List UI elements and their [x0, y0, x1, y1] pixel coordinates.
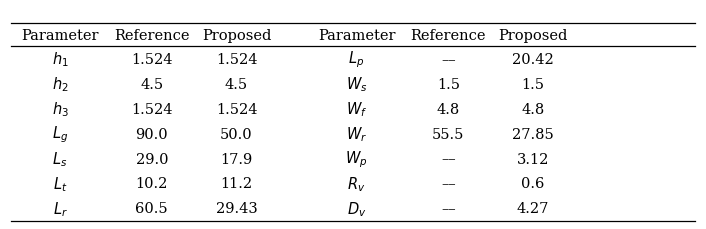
- Text: 10.2: 10.2: [136, 177, 168, 191]
- Text: $W_f$: $W_f$: [346, 100, 367, 118]
- Text: 4.8: 4.8: [437, 102, 460, 116]
- Text: 3.12: 3.12: [517, 152, 549, 166]
- Text: 1.5: 1.5: [437, 77, 460, 91]
- Text: 0.6: 0.6: [521, 177, 545, 191]
- Text: $L_s$: $L_s$: [52, 150, 68, 168]
- Text: 29.43: 29.43: [215, 202, 258, 215]
- Text: 17.9: 17.9: [220, 152, 253, 166]
- Text: ––: ––: [441, 177, 455, 191]
- Text: Proposed: Proposed: [202, 29, 271, 42]
- Text: 4.5: 4.5: [140, 77, 163, 91]
- Text: Proposed: Proposed: [498, 29, 568, 42]
- Text: 4.8: 4.8: [522, 102, 544, 116]
- Text: 20.42: 20.42: [512, 52, 554, 66]
- Text: 27.85: 27.85: [512, 127, 554, 141]
- Text: 1.5: 1.5: [522, 77, 544, 91]
- Text: 50.0: 50.0: [220, 127, 253, 141]
- Text: $D_v$: $D_v$: [347, 199, 366, 218]
- Text: ––: ––: [441, 202, 455, 215]
- Text: 1.524: 1.524: [216, 102, 257, 116]
- Text: ––: ––: [441, 52, 455, 66]
- Text: $W_p$: $W_p$: [345, 149, 368, 169]
- Text: Parameter: Parameter: [21, 29, 99, 42]
- Text: 1.524: 1.524: [131, 102, 172, 116]
- Text: 1.524: 1.524: [131, 52, 172, 66]
- Text: $h_1$: $h_1$: [52, 50, 68, 69]
- Text: 4.5: 4.5: [225, 77, 248, 91]
- Text: 4.27: 4.27: [517, 202, 549, 215]
- Text: $W_s$: $W_s$: [346, 75, 367, 94]
- Text: $R_v$: $R_v$: [347, 174, 366, 193]
- Text: 90.0: 90.0: [136, 127, 168, 141]
- Text: 55.5: 55.5: [432, 127, 465, 141]
- Text: 29.0: 29.0: [136, 152, 168, 166]
- Text: Parameter: Parameter: [318, 29, 395, 42]
- Text: Reference: Reference: [114, 29, 189, 42]
- Text: $W_r$: $W_r$: [346, 125, 367, 143]
- Text: 60.5: 60.5: [136, 202, 168, 215]
- Text: Reference: Reference: [411, 29, 486, 42]
- Text: $L_g$: $L_g$: [52, 124, 68, 144]
- Text: $L_p$: $L_p$: [349, 49, 364, 70]
- Text: 1.524: 1.524: [216, 52, 257, 66]
- Text: $h_3$: $h_3$: [52, 100, 68, 118]
- Text: $L_t$: $L_t$: [53, 174, 67, 193]
- Text: ––: ––: [441, 152, 455, 166]
- Text: 11.2: 11.2: [220, 177, 253, 191]
- Text: $h_2$: $h_2$: [52, 75, 68, 94]
- Text: $L_r$: $L_r$: [52, 199, 68, 218]
